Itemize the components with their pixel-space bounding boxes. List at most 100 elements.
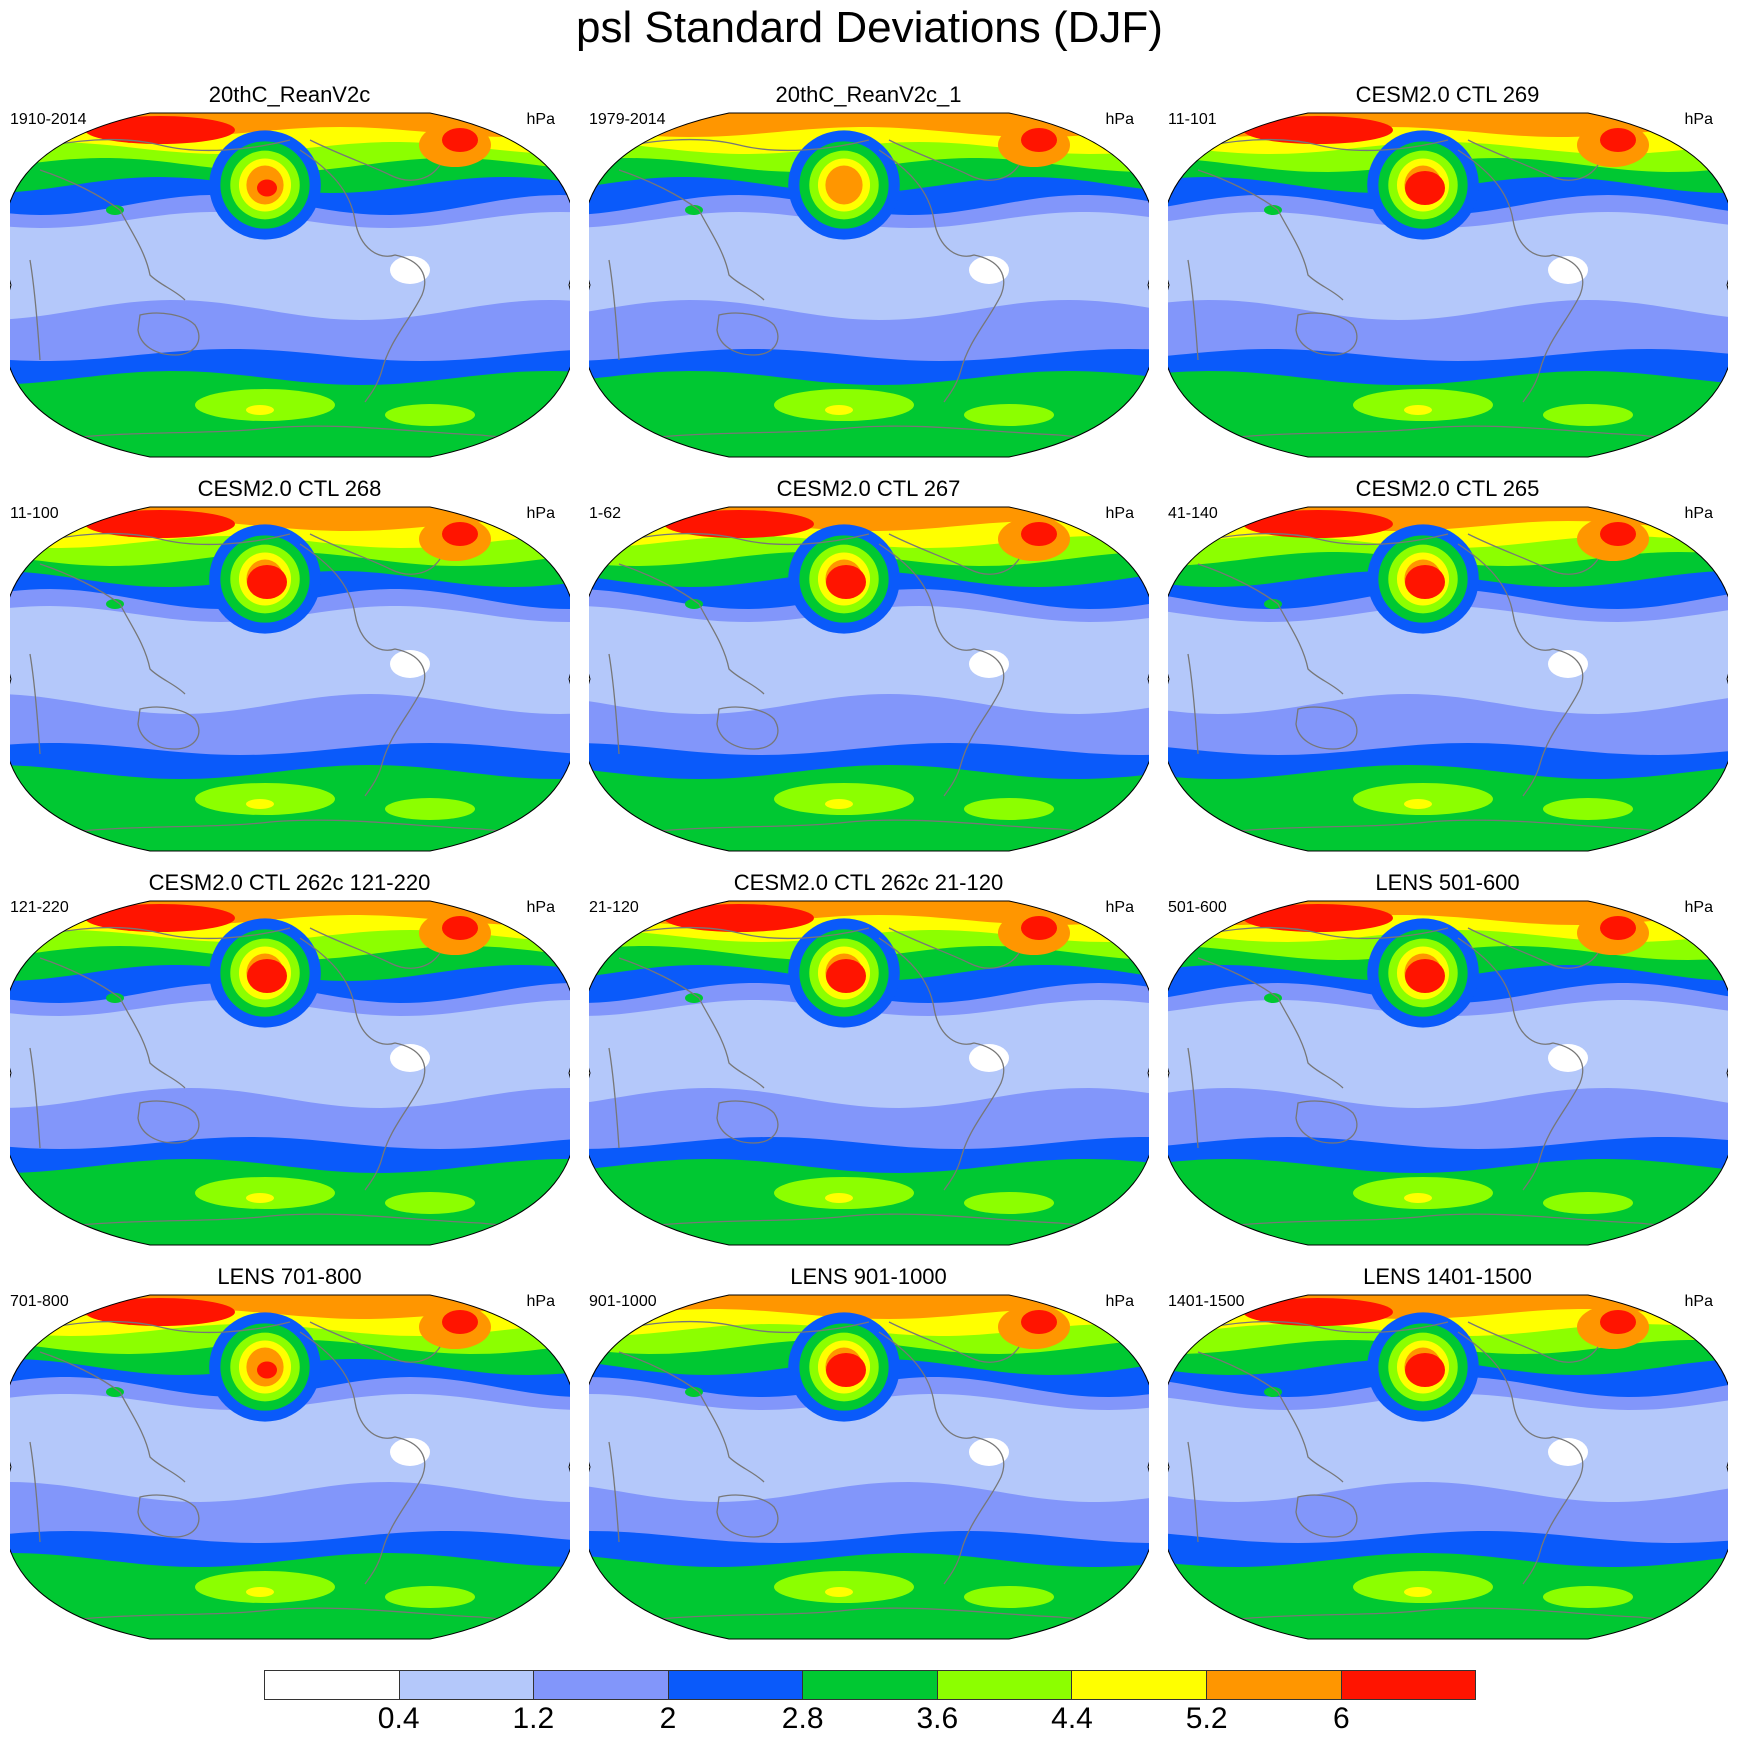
colorbar-label: 6 xyxy=(1332,1702,1350,1735)
panel-years: 11-100 xyxy=(10,505,59,522)
coastline-americas xyxy=(1457,149,1584,403)
colorbar-labels: 0.4 1.2 2 2.8 3.6 4.4 5.2 6 xyxy=(264,1702,1476,1738)
field-patch xyxy=(195,1571,335,1603)
coastlines xyxy=(608,138,1135,443)
field-patch xyxy=(1600,128,1636,152)
field-layer xyxy=(589,507,1149,851)
coastline-north-america xyxy=(1467,1321,1599,1363)
coastline-eurasia xyxy=(608,138,870,152)
panel-units: hPa xyxy=(1684,1293,1713,1310)
field-patch xyxy=(1021,522,1057,546)
field-contour xyxy=(1405,171,1445,205)
coastline-americas xyxy=(1457,543,1584,797)
coastline-africa xyxy=(1187,653,1199,755)
panel-years: 11-101 xyxy=(1168,111,1217,128)
contour-map xyxy=(1168,504,1728,854)
coastline-eurasia xyxy=(608,532,870,546)
coastline-asia xyxy=(1197,957,1344,1089)
coastline-eurasia xyxy=(29,138,291,152)
coastlines xyxy=(608,1320,1135,1625)
panel-title: CESM2.0 CTL 269 xyxy=(1355,82,1540,107)
panel-title: CESM2.0 CTL 268 xyxy=(197,476,382,501)
field-patch xyxy=(825,1587,853,1597)
panel-years: 21-120 xyxy=(589,899,639,916)
contour-svg xyxy=(1168,900,1728,1246)
coastline-north-america xyxy=(888,927,1020,969)
field-patch xyxy=(442,522,478,546)
coastline-australia xyxy=(1295,1494,1358,1538)
contour-svg xyxy=(589,506,1149,852)
field-patch xyxy=(1548,650,1588,678)
coastline-asia xyxy=(1197,169,1344,301)
coastline-africa xyxy=(29,259,41,361)
coastline-americas xyxy=(878,543,1005,797)
map-panel: CESM2.0 CTL 269 11-101 hPa xyxy=(1158,74,1737,468)
colorbar-swatch xyxy=(1341,1670,1477,1700)
field-patch xyxy=(85,116,235,144)
contour-map xyxy=(589,898,1149,1248)
coastline-australia xyxy=(716,706,779,750)
panel-units: hPa xyxy=(1684,505,1713,522)
coastline-australia xyxy=(137,1494,200,1538)
field-patch xyxy=(106,599,124,609)
contour-svg xyxy=(589,900,1149,1246)
field-patch xyxy=(1021,128,1057,152)
field-layer xyxy=(1168,113,1728,457)
field-patch xyxy=(195,1177,335,1209)
field-band xyxy=(589,1295,1149,1319)
field-patch xyxy=(1243,1298,1393,1326)
panel-title: LENS 1401-1500 xyxy=(1363,1264,1532,1289)
panel-years: 701-800 xyxy=(10,1293,69,1310)
map-panel: 20thC_ReanV2c 1910-2014 hPa xyxy=(0,74,579,468)
field-layer xyxy=(10,507,570,851)
contour-map xyxy=(1168,1292,1728,1642)
field-patch xyxy=(1543,1586,1633,1608)
coastline-asia xyxy=(618,169,765,301)
field-patch xyxy=(1404,1193,1432,1203)
field-patch xyxy=(685,1387,703,1397)
field-patch xyxy=(1548,1438,1588,1466)
colorbar-label: 3.6 xyxy=(916,1702,959,1735)
field-patch xyxy=(106,993,124,1003)
field-patch xyxy=(1404,405,1432,415)
field-patch xyxy=(969,1438,1009,1466)
field-patch xyxy=(442,916,478,940)
coastline-asia xyxy=(39,1351,186,1483)
field-contour xyxy=(825,165,863,205)
coastline-north-america xyxy=(1467,139,1599,181)
panel-years: 901-1000 xyxy=(589,1293,657,1310)
field-patch xyxy=(1548,256,1588,284)
field-patch xyxy=(1353,389,1493,421)
field-patch xyxy=(969,256,1009,284)
coastline-eurasia xyxy=(608,926,870,940)
contour-svg xyxy=(589,1294,1149,1640)
coastline-north-america xyxy=(309,139,441,181)
coastline-north-america xyxy=(888,1321,1020,1363)
coastline-asia xyxy=(618,957,765,1089)
coastline-africa xyxy=(1187,259,1199,361)
colorbar-label: 2.8 xyxy=(781,1702,824,1735)
colorbar xyxy=(264,1670,1477,1700)
coastline-australia xyxy=(716,312,779,356)
panel-title: 20thC_ReanV2c xyxy=(208,82,371,107)
panel-years: 121-220 xyxy=(10,899,69,916)
coastline-africa xyxy=(29,1047,41,1149)
map-panel: CESM2.0 CTL 262c 21-120 21-120 hPa xyxy=(579,862,1158,1256)
coastline-africa xyxy=(608,259,620,361)
coastline-africa xyxy=(1187,1441,1199,1543)
panel-units: hPa xyxy=(1105,505,1134,522)
coastline-africa xyxy=(29,653,41,755)
contour-svg xyxy=(1168,112,1728,458)
map-outline xyxy=(589,1294,1149,1640)
field-patch xyxy=(106,1387,124,1397)
coastline-australia xyxy=(1295,706,1358,750)
contour-map xyxy=(1168,110,1728,460)
field-patch xyxy=(246,405,274,415)
field-patch xyxy=(195,783,335,815)
field-patch xyxy=(85,1298,235,1326)
coastline-africa xyxy=(608,1047,620,1149)
panel-units: hPa xyxy=(1105,899,1134,916)
field-contour xyxy=(826,959,866,993)
field-patch xyxy=(685,205,703,215)
colorbar-label: 2 xyxy=(659,1702,677,1735)
